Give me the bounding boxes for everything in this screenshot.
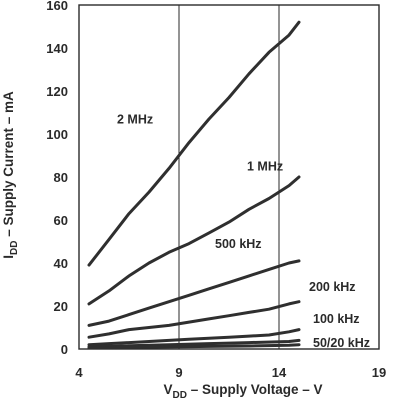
series-line-20-khz	[87, 343, 301, 350]
series-line-1-mhz	[87, 175, 301, 306]
y-tick-label: 120	[46, 84, 68, 99]
y-tick-labels: 0 20 40 60 80 100 120 140 160	[46, 0, 68, 357]
series-line-200-khz	[87, 300, 301, 339]
x-tick-label: 9	[175, 365, 182, 380]
series-label-100-khz: 100 kHz	[313, 312, 360, 326]
y-tick-label: 60	[54, 213, 68, 228]
series-label-1-mhz: 1 MHz	[247, 160, 283, 174]
series-label-500-khz: 500 kHz	[215, 237, 262, 251]
x-tick-labels: 4 9 14 19	[75, 365, 386, 380]
y-tick-label: 20	[54, 299, 68, 314]
series-lines	[87, 20, 301, 350]
series-label-200-khz: 200 kHz	[309, 280, 356, 294]
y-tick-label: 80	[54, 170, 68, 185]
y-tick-label: 140	[46, 41, 68, 56]
y-tick-label: 100	[46, 127, 68, 142]
x-tick-label: 19	[372, 365, 386, 380]
gridlines	[178, 5, 280, 349]
plot-frame	[78, 4, 380, 350]
y-axis-label: IDD – Supply Current – mA	[1, 91, 20, 259]
series-labels: 2 MHz 1 MHz 500 kHz 200 kHz 100 kHz 50/20 kHz	[117, 112, 370, 350]
y-tick-label: 40	[54, 256, 68, 271]
series-line-500-khz	[87, 259, 301, 327]
series-label-2-mhz: 2 MHz	[117, 112, 153, 126]
x-tick-label: 4	[75, 365, 83, 380]
series-line-100-khz	[87, 328, 301, 347]
x-axis-label: VDD – Supply Voltage – V	[163, 382, 322, 401]
series-label-50-20-khz: 50/20 kHz	[313, 336, 370, 350]
y-tick-label: 160	[46, 0, 68, 13]
series-line-2-mhz	[87, 20, 301, 267]
y-tick-label: 0	[61, 342, 68, 357]
x-tick-label: 14	[272, 365, 287, 380]
